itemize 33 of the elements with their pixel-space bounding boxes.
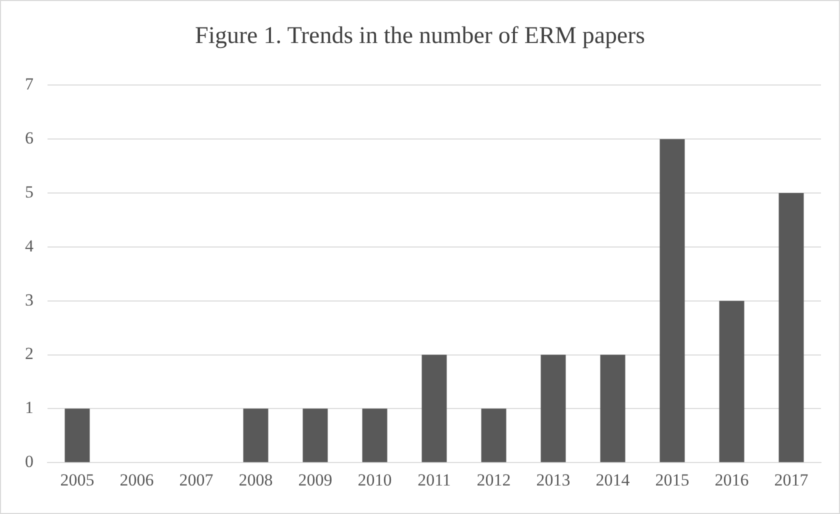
x-tick-label: 2015 bbox=[655, 470, 690, 490]
y-tick-label: 6 bbox=[25, 128, 34, 148]
bar bbox=[302, 408, 328, 462]
x-tick-label: 2017 bbox=[774, 470, 809, 490]
x-tick-label: 2011 bbox=[418, 470, 451, 490]
x-tick-label: 2007 bbox=[179, 470, 214, 490]
bar bbox=[719, 300, 744, 462]
x-tick-label: 2005 bbox=[60, 470, 94, 490]
chart-title: Figure 1. Trends in the number of ERM papers bbox=[194, 23, 646, 50]
x-tick-label: 2009 bbox=[298, 470, 332, 490]
bar bbox=[422, 354, 447, 462]
bar bbox=[243, 408, 268, 462]
x-tick-label: 2013 bbox=[536, 470, 570, 490]
y-tick-label: 7 bbox=[25, 74, 34, 94]
bar bbox=[778, 193, 804, 462]
x-tick-label: 2016 bbox=[714, 470, 749, 490]
x-tick-label: 2014 bbox=[596, 470, 630, 490]
bar bbox=[481, 408, 506, 462]
x-tick-label: 2008 bbox=[238, 470, 273, 490]
bar bbox=[660, 139, 685, 462]
y-tick-label: 0 bbox=[25, 452, 34, 472]
bar bbox=[362, 408, 388, 462]
bar bbox=[540, 354, 566, 462]
y-tick-label: 1 bbox=[25, 398, 34, 418]
bar bbox=[64, 408, 90, 462]
y-tick-label: 4 bbox=[25, 236, 34, 256]
x-tick-label: 2010 bbox=[358, 470, 392, 490]
y-tick-label: 3 bbox=[25, 290, 34, 310]
y-tick-label: 5 bbox=[25, 182, 34, 202]
x-tick-label: 2012 bbox=[476, 470, 511, 490]
bar bbox=[600, 354, 626, 462]
x-tick-label: 2006 bbox=[120, 470, 154, 490]
y-tick-label: 2 bbox=[25, 344, 34, 364]
